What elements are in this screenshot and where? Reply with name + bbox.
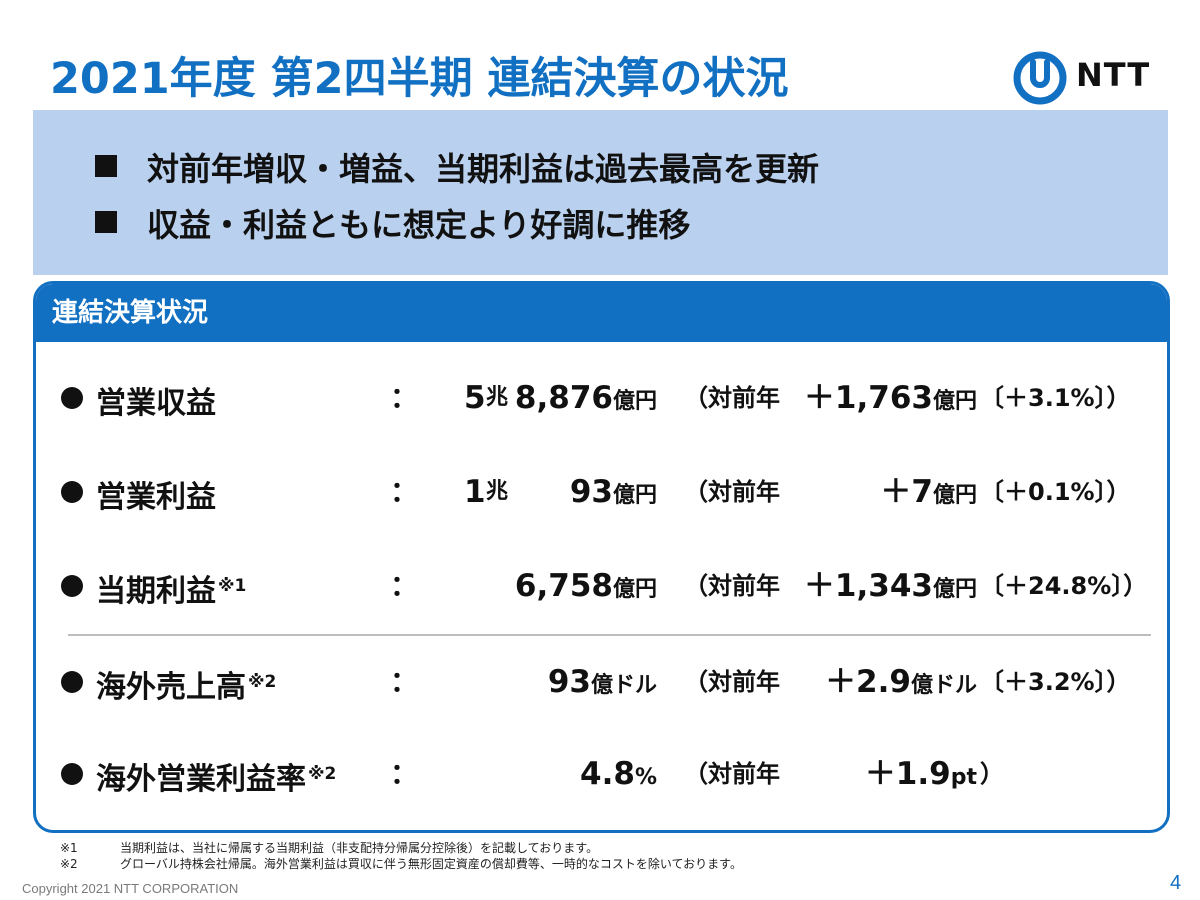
value-a-unit: 兆 (486, 479, 509, 504)
copyright: Copyright 2021 NTT CORPORATION (22, 881, 239, 896)
row-label: 海外売上高 ※2 (96, 670, 277, 705)
delta: ＋7億円 (880, 474, 977, 510)
row-colon: ： (390, 569, 419, 602)
ntt-logo-icon (1013, 51, 1067, 105)
circle-bullet-icon (61, 575, 83, 597)
yoy-label: （対前年 (684, 668, 780, 696)
page-number: 4 (1170, 872, 1182, 894)
delta: ＋1,343億円 (803, 568, 977, 604)
row-label: 当期利益 ※1 (96, 574, 247, 609)
row-label: 海外営業利益率 ※2 (96, 762, 337, 797)
highlight-text: 対前年増収・増益、当期利益は過去最高を更新 (147, 150, 820, 188)
value-main: 8,876億円 (514, 380, 657, 416)
circle-bullet-icon (61, 481, 83, 503)
yoy-label: （対前年 (684, 572, 780, 600)
value-a: 1 (464, 474, 486, 510)
slide-title: 2021年度 第2四半期 連結決算の状況 (50, 54, 789, 104)
row-divider (68, 634, 1151, 636)
delta: ＋1,763億円 (803, 380, 977, 416)
logo-text: NTT (1076, 56, 1151, 94)
footnote: ※1 当期利益は、当社に帰属する当期利益（非支配持分帰属分控除後）を記載しておりま… (60, 840, 742, 856)
highlight-text: 収益・利益ともに想定より好調に推移 (147, 206, 691, 244)
delta-pct: ） (980, 760, 1004, 788)
footnote-mark: ※1 (60, 841, 78, 855)
footnotes: ※1 当期利益は、当社に帰属する当期利益（非支配持分帰属分控除後）を記載しておりま… (60, 840, 742, 872)
yoy-label: （対前年 (684, 760, 780, 788)
ntt-logo: NTT (1012, 50, 1152, 106)
panel-header: 連結決算状況 (36, 284, 1167, 342)
highlight-item: 収益・利益ともに想定より好調に推移 (95, 200, 690, 246)
row-colon: ： (390, 381, 419, 414)
footnote-text: 当期利益は、当社に帰属する当期利益（非支配持分帰属分控除後）を記載しております。 (120, 841, 599, 855)
circle-bullet-icon (61, 763, 83, 785)
delta-pct: 〔＋3.1%〕） (980, 384, 1131, 412)
results-row: 当期利益 ※1 ： 6,758億円 （対前年 ＋1,343億円 〔＋24.8%〕） (36, 561, 1167, 611)
results-row: 営業利益 ： 1 兆 93億円 （対前年 ＋7億円 〔＋0.1%〕） (36, 467, 1167, 517)
yoy-label: （対前年 (684, 384, 780, 412)
footnote-text: グローバル持株会社帰属。海外営業利益は買収に伴う無形固定資産の償却費等、一時的な… (120, 857, 742, 871)
delta-pct: 〔＋24.8%〕） (980, 572, 1148, 600)
row-colon: ： (390, 757, 419, 790)
row-label: 営業利益 (96, 480, 216, 515)
square-bullet-icon (95, 155, 117, 177)
results-row: 海外売上高 ※2 ： 93億ドル （対前年 ＋2.9億ドル 〔＋3.2%〕） (36, 657, 1167, 707)
value-main: 93億円 (569, 474, 657, 510)
row-label: 営業収益 (96, 386, 216, 421)
value-main: 6,758億円 (514, 568, 657, 604)
delta: ＋2.9億ドル (825, 664, 977, 700)
circle-bullet-icon (61, 387, 83, 409)
results-row: 営業収益 ： 5 兆 8,876億円 （対前年 ＋1,763億円 〔＋3.1%〕… (36, 373, 1167, 423)
footnote: ※2 グローバル持株会社帰属。海外営業利益は買収に伴う無形固定資産の償却費等、一時… (60, 856, 742, 872)
results-row: 海外営業利益率 ※2 ： 4.8% （対前年 ＋1.9pt ） (36, 749, 1167, 799)
value-a: 5 (464, 380, 486, 416)
delta-pct: 〔＋0.1%〕） (980, 478, 1131, 506)
value-main: 93億ドル (547, 664, 657, 700)
row-colon: ： (390, 665, 419, 698)
yoy-label: （対前年 (684, 478, 780, 506)
results-panel: 連結決算状況 営業収益 ： 5 兆 8,876億円 （対前年 ＋1,763億円 … (33, 281, 1170, 833)
delta: ＋1.9pt (864, 756, 977, 792)
row-colon: ： (390, 475, 419, 508)
delta-pct: 〔＋3.2%〕） (980, 668, 1131, 696)
highlight-item: 対前年増収・増益、当期利益は過去最高を更新 (95, 144, 819, 190)
circle-bullet-icon (61, 671, 83, 693)
square-bullet-icon (95, 211, 117, 233)
highlights-banner: 対前年増収・増益、当期利益は過去最高を更新 収益・利益ともに想定より好調に推移 (33, 110, 1168, 275)
value-main: 4.8% (580, 756, 657, 792)
value-a-unit: 兆 (486, 385, 509, 410)
footnote-mark: ※2 (60, 857, 78, 871)
